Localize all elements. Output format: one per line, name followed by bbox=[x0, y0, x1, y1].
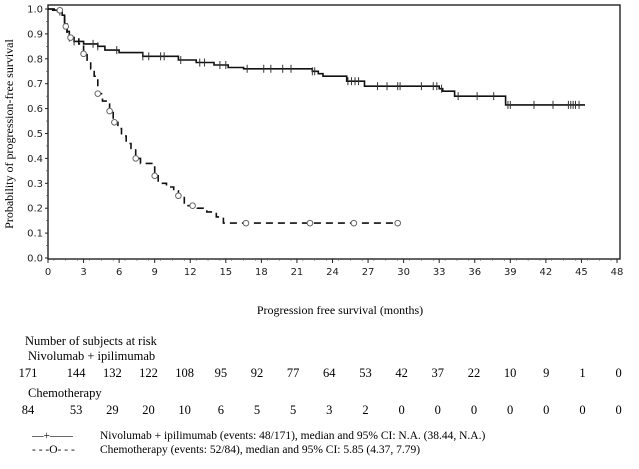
risk-value: 5 bbox=[290, 403, 297, 417]
x-tick-label: 18 bbox=[255, 267, 268, 278]
censor-mark-chemotherapy bbox=[175, 192, 182, 200]
y-tick-label: 0.3 bbox=[27, 179, 43, 190]
y-tick-label: 0.1 bbox=[27, 229, 43, 240]
risk-value: 2 bbox=[362, 403, 369, 417]
risk-value: 0 bbox=[470, 403, 478, 417]
x-tick-label: 12 bbox=[184, 267, 197, 278]
legend-label-chemotherapy: Chemotherapy (events: 52/84), median and… bbox=[100, 444, 421, 456]
y-tick-label: 0.5 bbox=[27, 129, 43, 140]
censor-mark-chemotherapy bbox=[62, 23, 70, 30]
risk-value: 37 bbox=[431, 366, 445, 380]
censor-mark-chemotherapy bbox=[94, 90, 102, 97]
risk-value: 0 bbox=[398, 403, 405, 417]
risk-value: 1 bbox=[579, 366, 586, 380]
x-tick-label: 33 bbox=[433, 267, 446, 278]
risk-value: 0 bbox=[615, 403, 622, 417]
legend-label-nivolumab: Nivolumab + ipilimumab (events: 48/171),… bbox=[100, 430, 486, 442]
risk-value: 42 bbox=[395, 366, 408, 380]
series-layer bbox=[48, 6, 585, 227]
risk-value: 122 bbox=[139, 366, 158, 380]
risk-value: 77 bbox=[286, 366, 300, 380]
x-tick-label: 30 bbox=[397, 267, 410, 278]
censor-mark-chemotherapy bbox=[350, 219, 358, 227]
x-tick-label: 39 bbox=[504, 267, 517, 278]
risk-value: 108 bbox=[175, 366, 195, 380]
risk-value: 9 bbox=[543, 366, 550, 380]
risk-value: 0 bbox=[579, 403, 586, 417]
x-tick-label: 36 bbox=[468, 267, 481, 278]
series-line-chemotherapy bbox=[48, 8, 398, 224]
risk-value: 64 bbox=[323, 366, 336, 380]
x-tick-label: 9 bbox=[152, 267, 158, 278]
risk-value: 29 bbox=[106, 403, 119, 417]
plot-frame bbox=[47, 4, 621, 260]
risk-value: 95 bbox=[214, 366, 228, 380]
legend-symbol-chemotherapy: - - -O- - - bbox=[32, 444, 75, 456]
risk-value: 144 bbox=[66, 366, 86, 380]
risk-value: 10 bbox=[503, 366, 517, 380]
x-tick-label: 24 bbox=[326, 267, 339, 278]
x-tick-label: 45 bbox=[575, 267, 588, 278]
x-tick-label: 0 bbox=[45, 267, 51, 278]
y-tick-label: 0.7 bbox=[27, 79, 43, 90]
x-tick-label: 42 bbox=[540, 267, 553, 278]
censor-mark-chemotherapy bbox=[132, 155, 140, 162]
y-axis-title: Probability of progression-free survival bbox=[2, 39, 16, 229]
censor-mark-chemotherapy bbox=[189, 202, 196, 210]
risk-value: 53 bbox=[359, 366, 372, 380]
censor-mark-chemotherapy bbox=[242, 219, 250, 227]
y-tick-label: 1.0 bbox=[27, 5, 43, 16]
risk-value: 10 bbox=[178, 403, 191, 417]
y-tick-label: 0.6 bbox=[27, 104, 43, 115]
censor-mark-chemotherapy bbox=[106, 107, 113, 115]
series-line-nivolumab bbox=[48, 8, 585, 106]
censor-mark-chemotherapy bbox=[111, 118, 118, 126]
risk-value: 0 bbox=[506, 403, 514, 417]
x-tick-label: 3 bbox=[80, 267, 86, 278]
x-axis-title: Progression free survival (months) bbox=[257, 303, 423, 317]
censor-mark-chemotherapy bbox=[67, 34, 74, 41]
risk-value: 3 bbox=[326, 403, 333, 417]
risk-table-title: Number of subjects at risk bbox=[25, 334, 157, 348]
y-tick-label: 0.8 bbox=[27, 54, 43, 65]
risk-value: 6 bbox=[217, 403, 224, 417]
censor-mark-chemotherapy bbox=[394, 219, 401, 227]
risk-value: 0 bbox=[434, 403, 441, 417]
risk-value: 0 bbox=[543, 403, 550, 417]
axes: 0.00.10.20.30.40.50.60.70.80.91.00 3 6 9 12 1… bbox=[27, 4, 624, 278]
y-tick-label: 0.2 bbox=[27, 204, 43, 215]
x-tick-label: 27 bbox=[362, 267, 375, 278]
risk-value: 84 bbox=[21, 403, 35, 417]
km-chart: 0.00.10.20.30.40.50.60.70.80.91.00 3 6 9 12 1… bbox=[2, 4, 624, 317]
y-tick-label: 0.9 bbox=[27, 29, 43, 40]
risk-value: 92 bbox=[250, 366, 264, 380]
censor-mark-chemotherapy bbox=[306, 219, 314, 227]
censor-mark-chemotherapy bbox=[80, 50, 87, 58]
risk-group-label: Nivolumab + ipilimumab bbox=[28, 349, 156, 363]
x-tick-label: 15 bbox=[219, 267, 232, 278]
censor-mark-chemotherapy bbox=[56, 6, 64, 14]
risk-value: 53 bbox=[69, 403, 83, 417]
censor-mark-chemotherapy bbox=[151, 172, 158, 180]
risk-value: 20 bbox=[142, 403, 155, 417]
risk-value: 22 bbox=[467, 366, 481, 380]
risk-value: 0 bbox=[615, 366, 622, 380]
risk-value: 5 bbox=[253, 403, 261, 417]
legend-symbol-nivolumab: —+—— bbox=[32, 430, 73, 442]
x-tick-label: 6 bbox=[116, 267, 122, 278]
y-tick-label: 0.0 bbox=[27, 254, 43, 265]
x-tick-label: 48 bbox=[611, 267, 624, 278]
risk-value: 171 bbox=[18, 366, 38, 380]
x-tick-label: 21 bbox=[291, 267, 304, 278]
y-tick-label: 0.4 bbox=[27, 154, 43, 165]
risk-value: 132 bbox=[102, 366, 122, 380]
risk-group-label: Chemotherapy bbox=[28, 386, 102, 400]
